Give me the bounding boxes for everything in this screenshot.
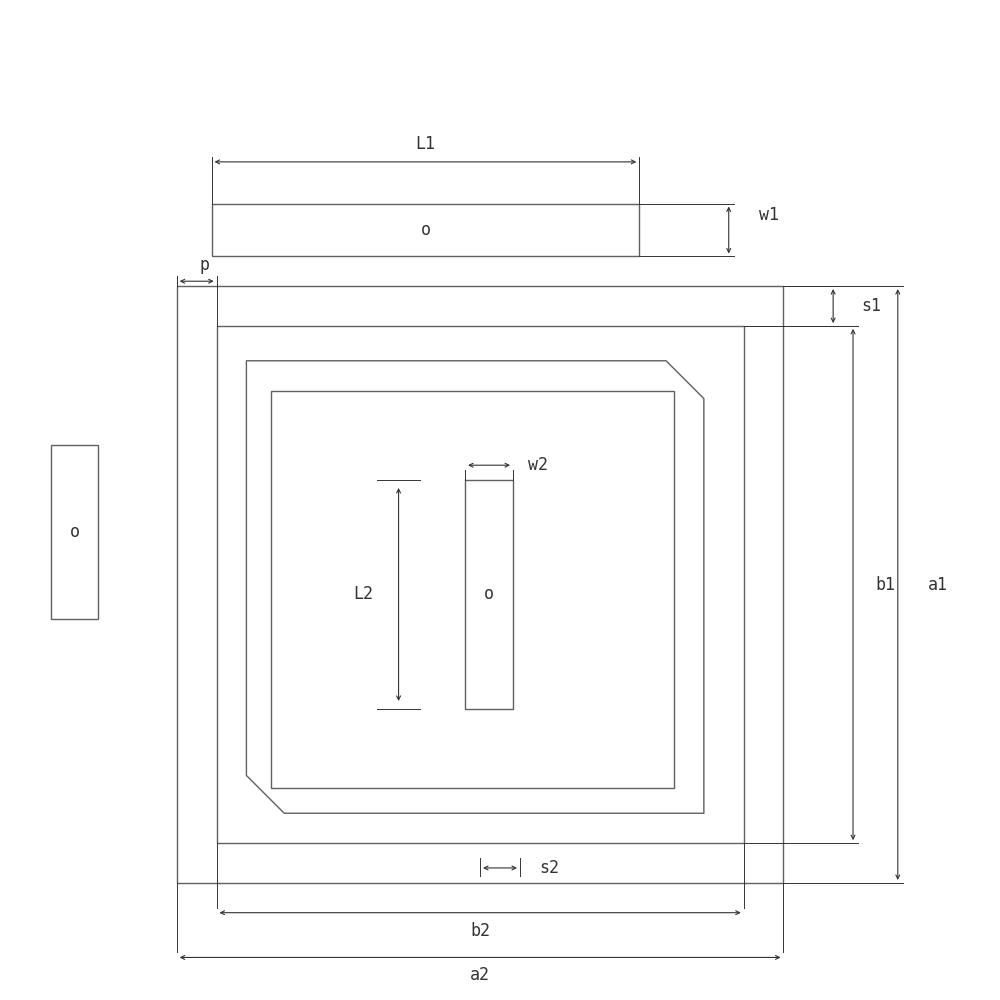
Text: o: o (484, 585, 494, 603)
Text: a2: a2 (470, 966, 490, 984)
Bar (212, 204, 639, 256)
Text: w1: w1 (759, 206, 779, 224)
Text: L1: L1 (415, 135, 435, 153)
Text: o: o (420, 221, 430, 239)
Bar (217, 326, 744, 843)
Text: s2: s2 (540, 859, 560, 877)
Text: b2: b2 (470, 922, 490, 940)
Bar (51, 445, 98, 619)
Bar (177, 286, 783, 883)
Text: s1: s1 (861, 297, 881, 315)
Text: b1: b1 (875, 576, 895, 594)
Text: o: o (69, 523, 79, 541)
Text: w2: w2 (528, 456, 548, 474)
Text: a1: a1 (928, 576, 948, 594)
Text: L2: L2 (354, 585, 374, 603)
Text: p: p (200, 256, 210, 274)
Bar (271, 391, 674, 788)
Bar (465, 480, 513, 709)
